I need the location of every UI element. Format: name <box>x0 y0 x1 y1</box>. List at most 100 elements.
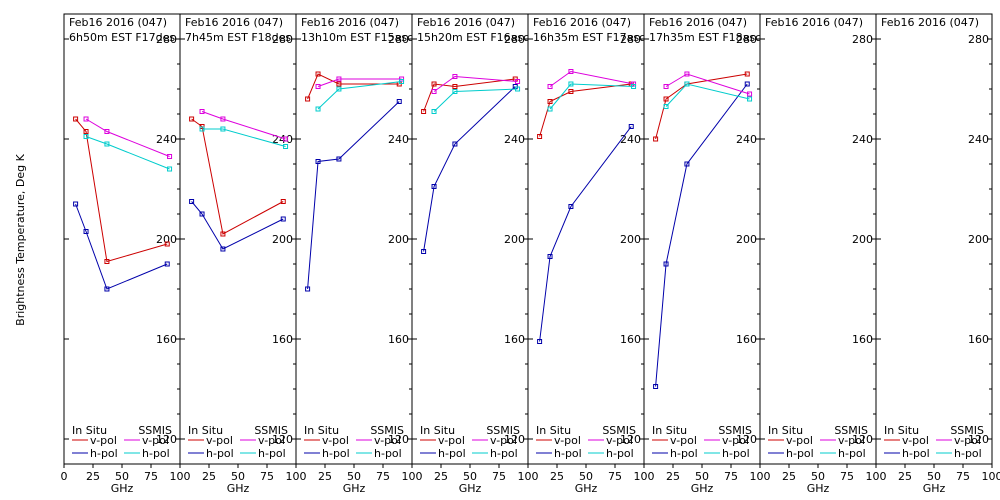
panel-subtitle: 6h50m EST F17des <box>69 31 175 44</box>
data-point <box>663 84 669 89</box>
series-in-situ-v-pol <box>653 71 750 142</box>
x-tick-label: 75 <box>608 470 622 483</box>
y-tick-label: 240 <box>736 133 757 146</box>
x-axis-label: GHz <box>459 482 482 495</box>
y-tick-label: 120 <box>272 433 293 446</box>
x-tick-label: 25 <box>550 470 564 483</box>
panel-title: Feb16 2016 (047) <box>533 16 631 29</box>
x-tick-label: 50 <box>347 470 361 483</box>
series-line <box>75 118 168 263</box>
data-point <box>744 81 750 87</box>
y-tick-label: 240 <box>968 133 989 146</box>
data-point <box>164 241 170 247</box>
y-tick-label: 160 <box>852 333 873 346</box>
legend-insitu-header: In Situ <box>536 424 571 437</box>
series-ssmis-h-pol <box>663 81 753 109</box>
y-tick-label: 280 <box>736 33 757 46</box>
legend-ssmis-header: SSMIS <box>602 424 636 437</box>
legend-ssmis-v-label: v-pol <box>374 434 401 447</box>
y-tick-label: 160 <box>272 333 293 346</box>
x-axis-label: GHz <box>575 482 598 495</box>
series-ssmis-h-pol <box>315 79 405 112</box>
data-point <box>83 229 89 234</box>
data-point <box>83 116 89 122</box>
x-tick-label: 75 <box>492 470 506 483</box>
data-point <box>315 159 321 164</box>
legend-insitu-v-label: v-pol <box>902 434 929 447</box>
series-line <box>539 83 632 137</box>
legend-ssmis-h-label: h-pol <box>258 447 286 460</box>
data-point <box>336 81 342 87</box>
x-axis-label: GHz <box>227 482 250 495</box>
series-ssmis-h-pol <box>431 86 521 114</box>
legend-insitu-h-label: h-pol <box>90 447 118 460</box>
legend-ssmis-h-label: h-pol <box>142 447 170 460</box>
data-point <box>421 249 427 254</box>
legend-insitu-v-label: v-pol <box>670 434 697 447</box>
chart-panel-4: Feb16 2016 (047) 15h20m EST F16asc 120 160 2… <box>411 13 539 495</box>
data-point <box>336 86 342 92</box>
series-line <box>433 88 518 112</box>
data-point <box>452 141 458 147</box>
y-tick-label: 160 <box>388 333 409 346</box>
y-tick-label: 200 <box>388 233 409 246</box>
x-axis-label: GHz <box>691 482 714 495</box>
data-point <box>684 161 690 167</box>
legend-insitu-h-label: h-pol <box>554 447 582 460</box>
data-point <box>220 231 226 237</box>
x-tick-label: 50 <box>695 470 709 483</box>
x-tick-label: 75 <box>376 470 390 483</box>
y-tick-label: 120 <box>852 433 873 446</box>
y-tick-label: 160 <box>736 333 757 346</box>
x-axis-label: GHz <box>111 482 134 495</box>
legend-insitu-v-label: v-pol <box>90 434 117 447</box>
x-tick-label: 100 <box>750 470 771 483</box>
data-point <box>167 154 173 159</box>
x-axis-label: GHz <box>923 482 946 495</box>
x-tick-label: 50 <box>463 470 477 483</box>
y-tick-label: 280 <box>272 33 293 46</box>
x-tick-label: 25 <box>434 470 448 483</box>
x-tick-label: 75 <box>260 470 274 483</box>
series-in-situ-h-pol <box>537 124 634 344</box>
x-tick-label: 0 <box>61 470 68 483</box>
data-point <box>452 74 458 79</box>
x-tick-label: 50 <box>811 470 825 483</box>
series-line <box>539 126 632 342</box>
y-tick-label: 120 <box>388 433 409 446</box>
data-point <box>431 184 437 189</box>
x-tick-label: 100 <box>170 470 191 483</box>
data-point <box>452 89 458 94</box>
data-point <box>663 96 669 102</box>
data-point <box>399 79 405 84</box>
data-point <box>305 96 311 102</box>
panel-title: Feb16 2016 (047) <box>417 16 515 29</box>
y-tick-label: 240 <box>620 133 641 146</box>
data-point <box>73 116 79 122</box>
y-tick-label: 200 <box>852 233 873 246</box>
data-point <box>684 81 690 87</box>
data-point <box>199 211 205 217</box>
y-tick-label: 200 <box>620 233 641 246</box>
data-point <box>305 286 311 292</box>
data-point <box>164 261 170 267</box>
data-point <box>653 384 659 389</box>
legend-ssmis-header: SSMIS <box>834 424 868 437</box>
data-point <box>83 134 89 139</box>
series-line <box>85 136 170 170</box>
series-line <box>549 83 634 110</box>
legend-insitu-header: In Situ <box>884 424 919 437</box>
legend-ssmis-v-label: v-pol <box>490 434 517 447</box>
panel-title: Feb16 2016 (047) <box>649 16 747 29</box>
y-tick-label: 160 <box>504 333 525 346</box>
series-line <box>317 81 402 110</box>
legend-insitu-v-label: v-pol <box>438 434 465 447</box>
legend-insitu-h-label: h-pol <box>322 447 350 460</box>
data-point <box>684 71 690 77</box>
legend-ssmis-header: SSMIS <box>254 424 288 437</box>
data-point <box>547 84 553 89</box>
series-line <box>655 83 748 387</box>
data-point <box>315 106 321 112</box>
y-tick-label: 280 <box>504 33 525 46</box>
